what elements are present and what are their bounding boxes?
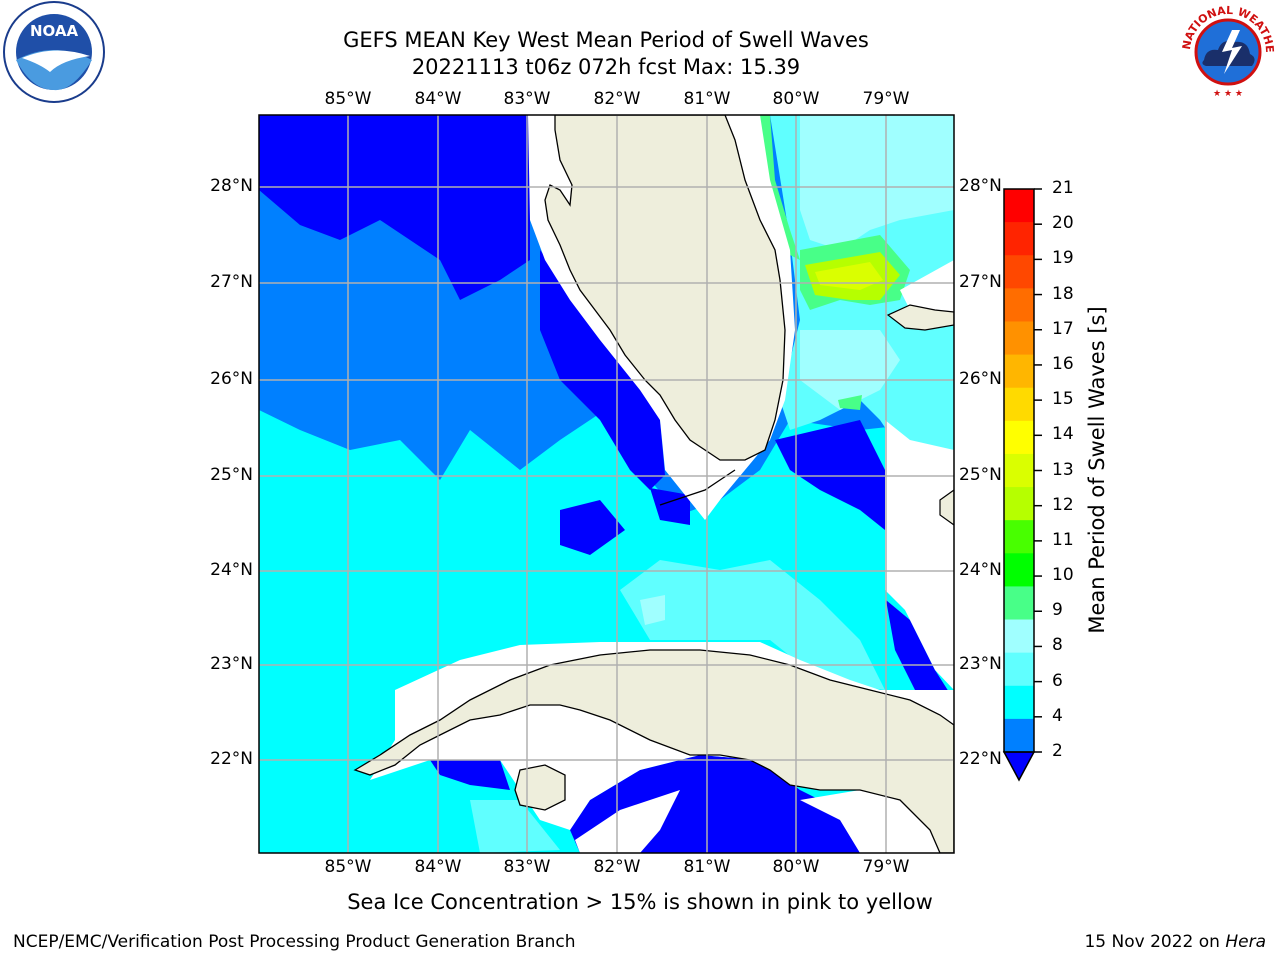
colorbar-extend-triangle [1002, 751, 1036, 782]
lon-label-bottom: 83°W [503, 857, 551, 877]
colorbar-segment [1004, 520, 1034, 554]
colorbar-tick-label: 19 [1052, 248, 1074, 269]
colorbar-tick-label: 11 [1052, 529, 1074, 550]
colorbar-segment [1004, 553, 1034, 587]
florida-land [544, 115, 786, 461]
colorbar-segment [1004, 685, 1034, 720]
lat-label-right: 25°N [959, 465, 1002, 485]
lat-label-right: 22°N [959, 749, 1002, 769]
lon-label-top: 84°W [414, 89, 462, 109]
colorbar-tick-label: 13 [1052, 459, 1074, 480]
colorbar-segment [1004, 255, 1034, 289]
colorbar-tick-label: 10 [1052, 565, 1074, 586]
colorbar-label: Mean Period of Swell Waves [s] [1085, 306, 1109, 634]
lat-label-right: 24°N [959, 560, 1002, 580]
colorbar-tick-label: 4 [1052, 705, 1063, 726]
swell-band-under-2 [540, 250, 665, 490]
colorbar-segment [1004, 453, 1034, 488]
swell-band-8-9 [640, 595, 665, 625]
andros-land [939, 489, 954, 526]
colorbar-segment [1004, 222, 1034, 256]
lat-label-right: 27°N [959, 272, 1002, 292]
swell-band-6-8 [620, 560, 885, 690]
footer-date: 15 Nov 2022 on Hera [1084, 932, 1266, 952]
swell-band-under-2 [430, 760, 510, 790]
colorbar [1002, 188, 1042, 782]
swell-band-under-2 [650, 488, 690, 525]
noaa-logo-icon: NOAA [3, 1, 105, 103]
lat-label-left: 28°N [210, 176, 253, 196]
colorbar-segment [1004, 288, 1034, 322]
lat-label-left: 24°N [210, 560, 253, 580]
lon-label-top: 80°W [772, 89, 820, 109]
swell-band-8-9 [800, 115, 954, 250]
colorbar-segment [1004, 619, 1034, 654]
swell-band-under-2 [560, 500, 625, 555]
graticule [259, 115, 954, 853]
map-subtitle: 20221113 t06z 072h fcst Max: 15.39 [411, 55, 801, 79]
lon-label-top: 79°W [862, 89, 910, 109]
colorbar-tick-label: 20 [1052, 213, 1074, 234]
colorbar-segment [1004, 354, 1034, 389]
no-data-region [575, 790, 680, 853]
svg-text:NOAA: NOAA [30, 22, 79, 40]
svg-text:★ ★ ★: ★ ★ ★ [1213, 89, 1243, 99]
lon-label-bottom: 84°W [414, 857, 462, 877]
map-title: GEFS MEAN Key West Mean Period of Swell … [343, 28, 869, 52]
lon-label-top: 81°W [683, 89, 731, 109]
colorbar-segment [1004, 718, 1034, 753]
colorbar-tick-label: 8 [1052, 635, 1063, 656]
lat-label-left: 25°N [210, 465, 253, 485]
lon-label-top: 83°W [503, 89, 551, 109]
colorbar-segment [1004, 321, 1034, 356]
lat-label-left: 27°N [210, 272, 253, 292]
colorbar-tick-label: 16 [1052, 353, 1074, 374]
colorbar-tick-label: 17 [1052, 318, 1074, 339]
lon-label-bottom: 79°W [862, 857, 910, 877]
lon-label-bottom: 82°W [593, 857, 641, 877]
isle-of-youth-land [514, 764, 566, 811]
colorbar-segment [1004, 487, 1034, 521]
nws-logo-icon: NATIONAL WEATHER SERVICE ★ ★ ★ [1176, 0, 1278, 102]
footer-credit: NCEP/EMC/Verification Post Processing Pr… [13, 932, 576, 952]
lon-label-bottom: 85°W [324, 857, 372, 877]
swell-band-under-2 [259, 115, 530, 300]
colorbar-tick-label: 12 [1052, 494, 1074, 515]
lat-label-right: 26°N [959, 369, 1002, 389]
keys-land [659, 469, 736, 506]
lat-label-right: 23°N [959, 654, 1002, 674]
colorbar-tick-label: 6 [1052, 670, 1063, 691]
colorbar-tick-label: 2 [1052, 741, 1063, 761]
swell-band-9-10 [838, 395, 862, 410]
swell-band-8-9 [800, 330, 900, 410]
no-data-region [885, 420, 954, 690]
swell-band-under-2 [775, 420, 885, 530]
swell-band-under-2 [259, 115, 300, 180]
lat-label-left: 23°N [210, 654, 253, 674]
colorbar-tick-label: 14 [1052, 424, 1074, 445]
lon-label-bottom: 80°W [772, 857, 820, 877]
bahamas-land [886, 304, 954, 331]
colorbar-tick-label: 9 [1052, 600, 1063, 621]
lon-label-top: 82°W [593, 89, 641, 109]
colorbar-tick-label: 21 [1052, 178, 1074, 198]
lon-label-top: 85°W [324, 89, 372, 109]
colorbar-segment [1004, 420, 1034, 455]
colorbar-segment [1004, 387, 1034, 422]
colorbar-segment [1004, 586, 1034, 621]
colorbar-segment [1004, 652, 1034, 687]
map-frame [258, 114, 955, 854]
lat-label-right: 28°N [959, 176, 1002, 196]
colorbar-tick-label: 15 [1052, 389, 1074, 410]
colorbar-tick-label: 18 [1052, 283, 1074, 304]
lon-label-bottom: 81°W [683, 857, 731, 877]
colorbar-segment [1004, 189, 1034, 223]
lat-label-left: 26°N [210, 369, 253, 389]
swell-band-6-8 [470, 800, 560, 853]
cuba-land [353, 649, 954, 853]
lat-label-left: 22°N [210, 749, 253, 769]
